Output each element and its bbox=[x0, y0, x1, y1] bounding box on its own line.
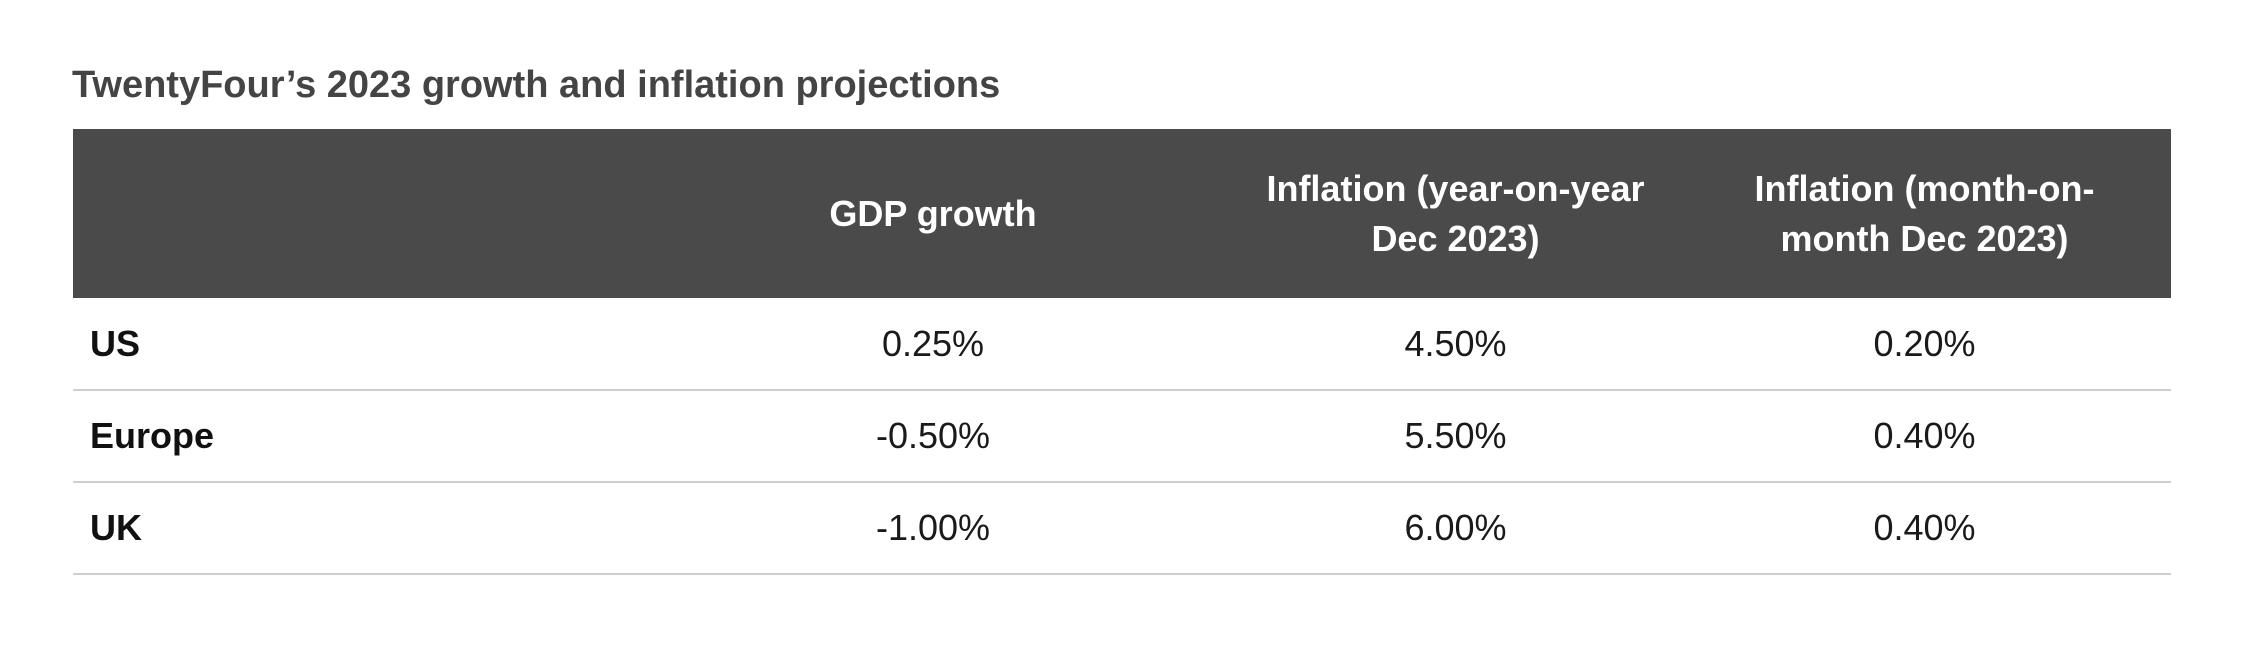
table-row: US 0.25% 4.50% 0.20% bbox=[73, 298, 2171, 390]
region-cell: UK bbox=[90, 507, 142, 548]
table-title: TwentyFour’s 2023 growth and inflation p… bbox=[72, 64, 1001, 106]
inflation-yoy-cell: 6.00% bbox=[1404, 507, 1507, 548]
header-gdp-growth: GDP growth bbox=[829, 192, 1037, 234]
inflation-mom-cell: 0.40% bbox=[1873, 507, 1976, 548]
projections-table: GDP growth Inflation (year-on-year Dec 2… bbox=[73, 129, 2171, 575]
table-row: UK -1.00% 6.00% 0.40% bbox=[73, 482, 2171, 574]
table-body: US 0.25% 4.50% 0.20% Europe -0.50% 5.50%… bbox=[73, 298, 2171, 574]
inflation-mom-cell: 0.40% bbox=[1873, 415, 1976, 456]
inflation-mom-cell: 0.20% bbox=[1873, 322, 1976, 364]
header-region bbox=[73, 129, 633, 298]
table-row: Europe -0.50% 5.50% 0.40% bbox=[73, 390, 2171, 482]
inflation-yoy-cell: 4.50% bbox=[1404, 322, 1507, 364]
region-cell: Europe bbox=[90, 415, 215, 456]
header-inflation-yoy: Inflation (year-on-year Dec 2023) bbox=[1266, 167, 1645, 259]
gdp-growth-cell: -1.00% bbox=[875, 507, 991, 548]
region-cell: US bbox=[90, 322, 141, 364]
inflation-yoy-cell: 5.50% bbox=[1404, 415, 1507, 456]
header-inflation-mom: Inflation (month-on-month Dec 2023) bbox=[1754, 167, 2095, 259]
header-row: GDP growth Inflation (year-on-year Dec 2… bbox=[73, 129, 2171, 298]
table-header: GDP growth Inflation (year-on-year Dec 2… bbox=[73, 129, 2171, 298]
gdp-growth-cell: -0.50% bbox=[875, 415, 991, 456]
gdp-growth-cell: 0.25% bbox=[881, 322, 985, 364]
